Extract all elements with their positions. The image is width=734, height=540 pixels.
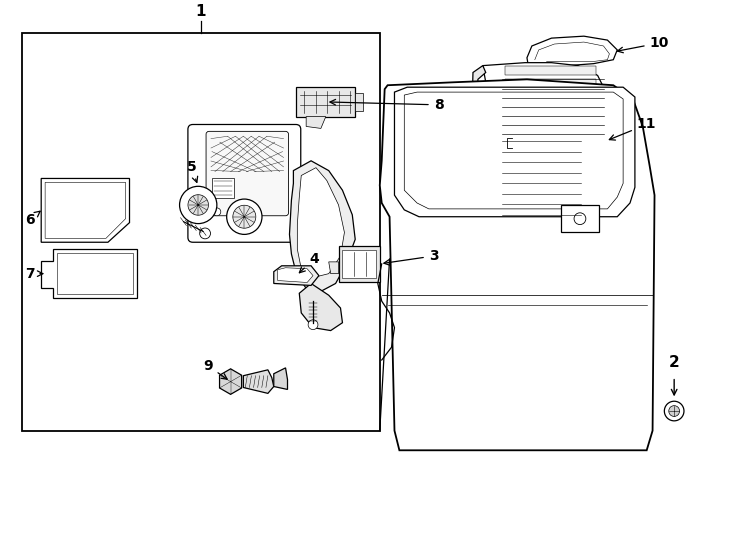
Text: 3: 3 xyxy=(384,249,438,265)
Text: 5: 5 xyxy=(186,159,197,183)
Circle shape xyxy=(213,208,221,216)
Bar xyxy=(506,79,596,89)
Polygon shape xyxy=(329,262,338,274)
Circle shape xyxy=(233,205,256,228)
Polygon shape xyxy=(394,87,635,217)
Bar xyxy=(506,93,596,103)
Bar xyxy=(21,33,379,431)
Circle shape xyxy=(200,228,211,239)
Circle shape xyxy=(227,199,262,234)
Bar xyxy=(553,193,562,203)
Polygon shape xyxy=(379,79,655,450)
Polygon shape xyxy=(41,178,129,242)
Polygon shape xyxy=(404,92,623,209)
FancyBboxPatch shape xyxy=(206,131,288,216)
Bar xyxy=(548,185,576,207)
Polygon shape xyxy=(299,284,343,330)
Bar xyxy=(212,178,233,198)
Polygon shape xyxy=(289,161,355,291)
Text: 1: 1 xyxy=(195,3,206,18)
Bar xyxy=(355,93,363,111)
Text: 8: 8 xyxy=(330,98,443,112)
Circle shape xyxy=(180,186,217,224)
Bar xyxy=(343,250,376,278)
Circle shape xyxy=(669,406,680,416)
Polygon shape xyxy=(470,65,498,207)
Text: 11: 11 xyxy=(609,118,656,140)
Polygon shape xyxy=(277,268,313,282)
FancyBboxPatch shape xyxy=(210,136,285,173)
Polygon shape xyxy=(41,249,137,298)
FancyBboxPatch shape xyxy=(188,125,301,242)
Polygon shape xyxy=(527,36,617,70)
Circle shape xyxy=(188,195,208,215)
Bar xyxy=(338,246,379,281)
Text: 6: 6 xyxy=(25,211,40,227)
Text: 7: 7 xyxy=(25,267,43,281)
Polygon shape xyxy=(274,266,319,286)
Circle shape xyxy=(574,213,586,225)
Text: 2: 2 xyxy=(669,355,680,370)
Polygon shape xyxy=(274,368,288,389)
Text: 9: 9 xyxy=(203,359,228,379)
Bar xyxy=(562,205,599,232)
Text: 4: 4 xyxy=(299,252,319,273)
Polygon shape xyxy=(297,167,344,278)
Polygon shape xyxy=(244,370,274,393)
Polygon shape xyxy=(219,369,241,394)
Bar xyxy=(297,87,355,117)
Bar xyxy=(506,65,596,76)
Circle shape xyxy=(664,401,684,421)
Polygon shape xyxy=(306,117,326,129)
Polygon shape xyxy=(483,63,608,227)
Bar xyxy=(548,166,576,184)
Text: 10: 10 xyxy=(617,36,669,53)
Circle shape xyxy=(308,320,318,329)
